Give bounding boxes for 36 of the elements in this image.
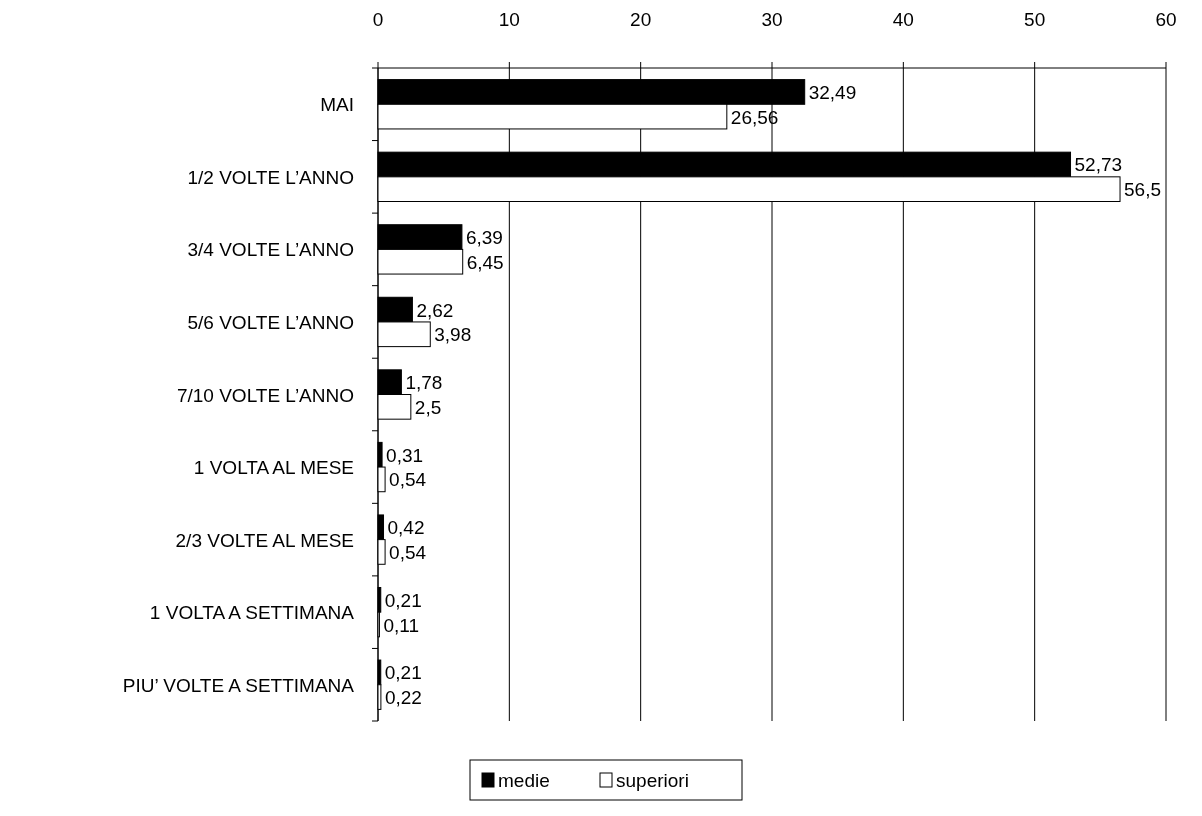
data-label: 3,98	[434, 324, 472, 346]
data-label: 32,49	[808, 81, 857, 103]
data-label: 0,22	[384, 687, 422, 709]
data-label: 0,21	[384, 662, 422, 684]
y-tick-label: MAI	[320, 94, 354, 116]
y-tick-label: PIU’ VOLTE A SETTIMANA	[122, 674, 355, 696]
y-tick-label: 1 VOLTA AL MESE	[193, 457, 354, 479]
x-tick-label: 60	[1155, 9, 1177, 30]
legend-label: medie	[498, 770, 550, 791]
y-tick-label: 3/4 VOLTE L’ANNO	[187, 239, 354, 261]
data-label: 2,5	[414, 396, 442, 418]
x-tick-label: 20	[630, 9, 652, 30]
y-tick-label: 5/6 VOLTE L’ANNO	[187, 311, 354, 333]
data-label: 1,78	[405, 372, 443, 394]
data-label: 0,21	[384, 589, 422, 611]
x-tick-label: 40	[892, 9, 914, 30]
data-label: 0,54	[389, 541, 427, 563]
data-label: 56,5	[1124, 179, 1162, 201]
data-label: 52,73	[1074, 154, 1123, 176]
data-label: 6,39	[465, 227, 503, 249]
legend-label: superiori	[616, 770, 689, 791]
data-label: 26,56	[730, 106, 779, 128]
y-tick-label: 7/10 VOLTE L’ANNO	[176, 384, 354, 406]
data-label: 0,42	[387, 517, 425, 539]
x-tick-label: 0	[372, 9, 384, 30]
y-tick-label: 1/2 VOLTE L’ANNO	[187, 166, 354, 188]
x-tick-label: 50	[1024, 9, 1046, 30]
data-label: 2,62	[416, 299, 454, 321]
x-tick-label: 10	[498, 9, 520, 30]
data-label: 6,45	[466, 251, 504, 273]
data-label: 0,11	[383, 614, 420, 636]
y-tick-label: 1 VOLTA A SETTIMANA	[149, 602, 355, 624]
y-tick-label: 2/3 VOLTE AL MESE	[175, 529, 354, 551]
x-tick-label: 30	[761, 9, 783, 30]
data-label: 0,54	[389, 469, 427, 491]
data-label: 0,31	[386, 444, 424, 466]
